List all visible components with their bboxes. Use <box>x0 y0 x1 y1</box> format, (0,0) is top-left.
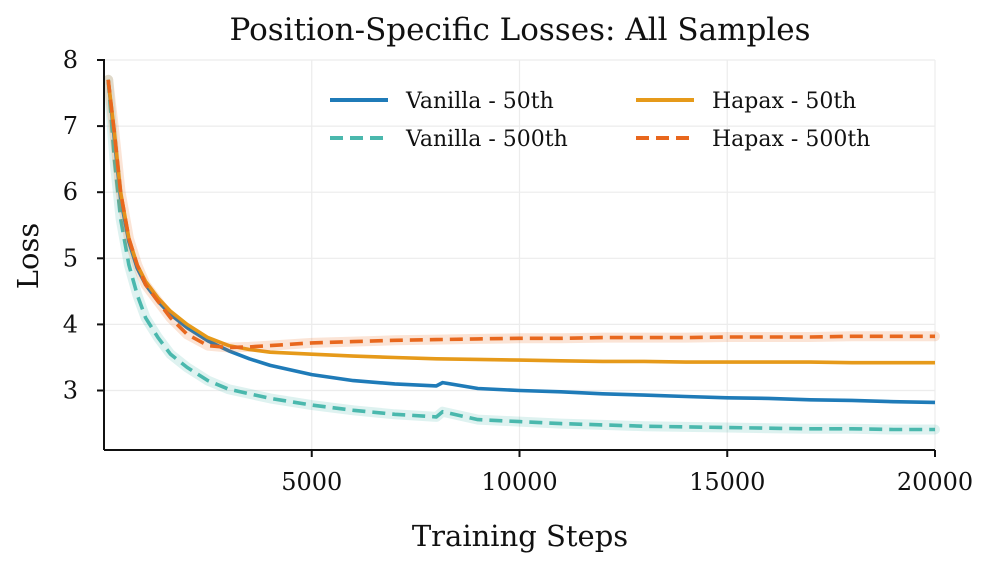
x-tick-label: 5000 <box>281 468 342 496</box>
y-tick-label: 8 <box>63 46 78 74</box>
x-axis-label: Training Steps <box>412 519 628 553</box>
y-tick-label: 7 <box>63 112 78 140</box>
series-line-2 <box>106 79 935 365</box>
legend-label-1: Vanilla - 500th <box>405 127 568 152</box>
x-tick-label: 15000 <box>689 468 765 496</box>
ticks: 5000 10000 15000 20000 3 4 5 6 7 8 <box>63 46 973 496</box>
y-tick-label: 3 <box>63 377 78 405</box>
y-tick-label: 5 <box>63 244 78 272</box>
x-tick-label: 20000 <box>897 468 973 496</box>
series-layer <box>103 74 940 435</box>
legend: Vanilla - 50th Vanilla - 500th Hapax - 50t… <box>330 89 870 152</box>
chart-title: Position-Specific Losses: All Samples <box>230 12 811 48</box>
x-tick-label: 10000 <box>481 468 557 496</box>
y-tick-label: 6 <box>63 178 78 206</box>
series-line-3 <box>106 79 935 350</box>
series-band-3 <box>103 74 940 353</box>
legend-label-3: Hapax - 500th <box>712 127 870 152</box>
legend-label-2: Hapax - 50th <box>712 89 856 114</box>
legend-label-0: Vanilla - 50th <box>405 89 554 114</box>
y-axis-label: Loss <box>11 223 45 289</box>
y-tick-label: 4 <box>63 310 78 338</box>
series-line-1 <box>106 79 935 432</box>
